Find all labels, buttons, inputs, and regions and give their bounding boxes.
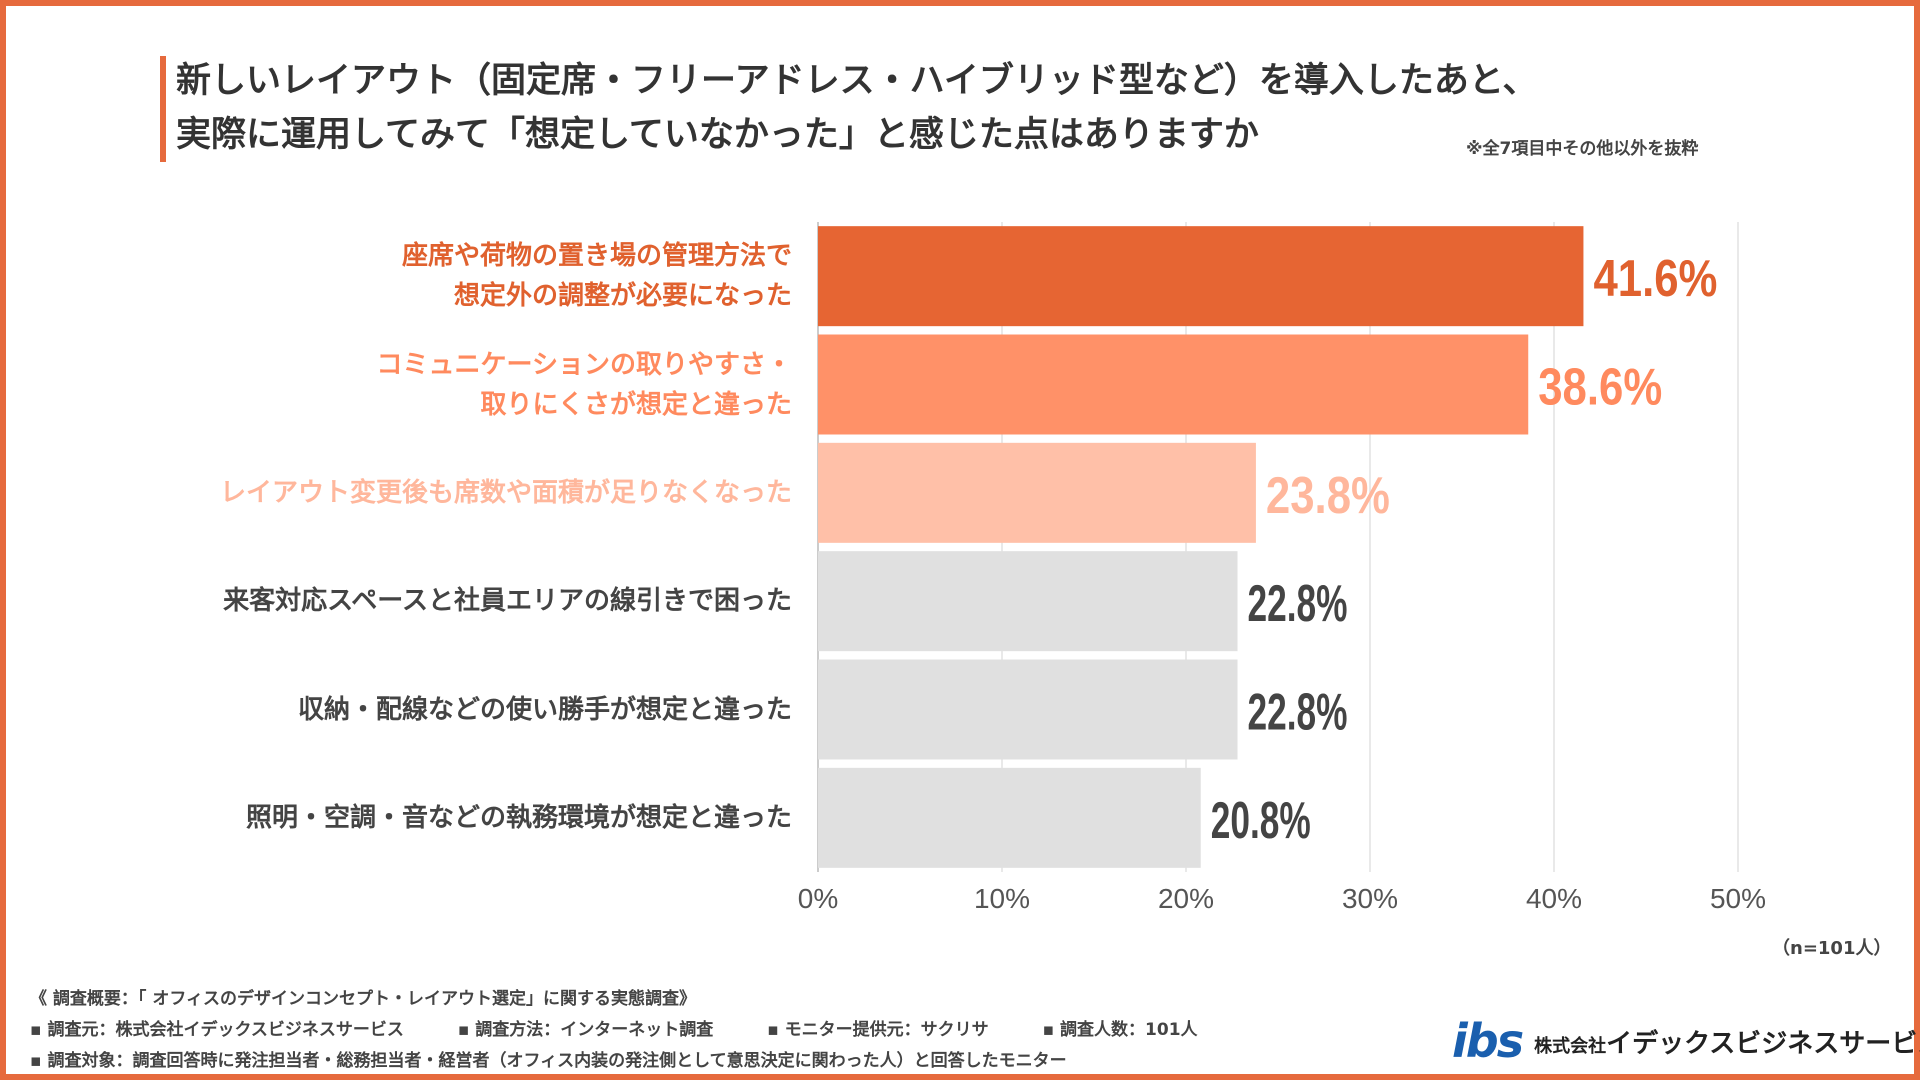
bar xyxy=(818,659,1238,760)
footer-method: ▪ 調査方法：インターネット調査 xyxy=(457,1020,714,1040)
x-tick-label: 0% xyxy=(798,883,838,914)
company-name-main: イデックスビジネスサービス xyxy=(1606,1028,1920,1059)
survey-footer: 《 調査概要：「 オフィスのデザインコンセプト・レイアウト選定」に関する実態調査… xyxy=(30,984,1198,1077)
footer-heading: 《 調査概要：「 オフィスのデザインコンセプト・レイアウト選定」に関する実態調査… xyxy=(30,989,696,1009)
data-label: 20.8% xyxy=(1211,792,1311,850)
x-tick-label: 10% xyxy=(974,883,1030,914)
title-line-1: 新しいレイアウト（固定席・フリーアドレス・ハイブリッド型など）を導入したあと、 xyxy=(176,61,1538,101)
category-label: 照明・空調・音などの執務環境が想定と違った xyxy=(245,802,792,833)
x-tick-label: 30% xyxy=(1342,883,1398,914)
footer-monitor: ▪ モニター提供元：サクリサ xyxy=(767,1020,989,1040)
sample-size-label: （n=101人） xyxy=(1772,938,1892,959)
company-logo: ibs 株式会社イデックスビジネスサービス xyxy=(1452,1018,1920,1064)
category-label: 収納・配線などの使い勝手が想定と違った xyxy=(297,694,792,725)
ibs-logo-mark: ibs xyxy=(1452,1014,1524,1068)
category-label: コミュニケーションの取りやすさ・ 取りにくさが想定と違った xyxy=(376,349,792,420)
data-label: 22.8% xyxy=(1248,575,1348,633)
x-tick-label: 20% xyxy=(1158,883,1214,914)
bar xyxy=(818,442,1256,543)
x-tick-label: 50% xyxy=(1710,883,1766,914)
bar-chart: 0% 10% 20% 30% 40% 50% 41.6% 38.6% 23.8% 22.8% 22.… xyxy=(798,222,1766,914)
company-name: 株式会社イデックスビジネスサービス xyxy=(1534,1023,1920,1060)
bar xyxy=(818,551,1238,652)
title-note: ※全7項目中その他以外を抜粋 xyxy=(1466,139,1699,159)
data-label: 38.6% xyxy=(1538,359,1662,417)
bar xyxy=(818,767,1201,868)
footer-count: ▪ 調査人数：101人 xyxy=(1042,1020,1198,1040)
bar xyxy=(818,334,1529,435)
category-label: 来客対応スペースと社員エリアの線引きで困った xyxy=(223,586,792,617)
bar xyxy=(818,226,1584,327)
data-label: 23.8% xyxy=(1266,467,1390,525)
company-prefix: 株式会社 xyxy=(1534,1035,1607,1057)
data-label: 41.6% xyxy=(1593,250,1717,308)
title-accent-bar xyxy=(160,56,166,162)
category-label: レイアウト変更後も席数や面積が足りなくなった xyxy=(219,477,792,508)
data-label: 22.8% xyxy=(1248,684,1348,742)
footer-source: ▪ 調査元：株式会社イデックスビジネスサービス xyxy=(30,1020,404,1040)
chart-title: 新しいレイアウト（固定席・フリーアドレス・ハイブリッド型など）を導入したあと、 … xyxy=(176,54,1538,162)
footer-target: ▪ 調査対象：調査回答時に発注担当者・総務担当者・経営者（オフィス内装の発注側と… xyxy=(30,1051,1067,1071)
category-label: 座席や荷物の置き場の管理方法で 想定外の調整が必要になった xyxy=(401,241,792,312)
title-line-2: 実際に運用してみて「想定していなかった」と感じた点はありますか xyxy=(176,115,1259,155)
x-tick-label: 40% xyxy=(1526,883,1582,914)
footer-meta-row: ▪ 調査元：株式会社イデックスビジネスサービス ▪ 調査方法：インターネット調査… xyxy=(30,1015,1198,1046)
